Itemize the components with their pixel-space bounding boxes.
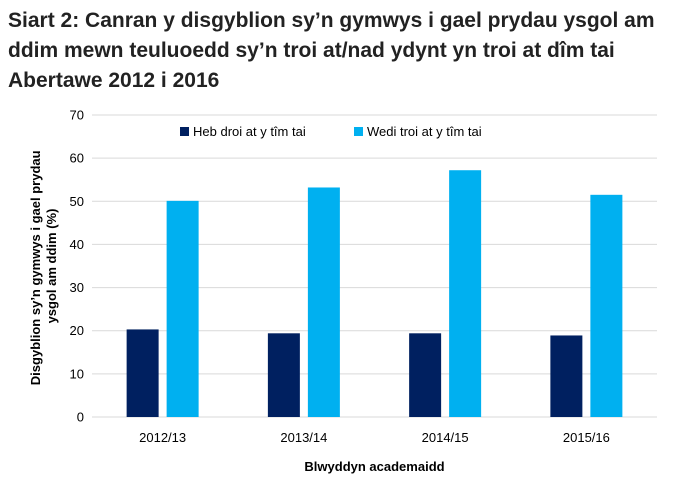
y-axis-ticks: 0 10 20 30 40 50 60 70 [70,108,84,425]
x-axis-ticks: 2012/13 2013/14 2014/15 2015/16 [139,430,610,445]
y-tick-label-10: 10 [70,366,84,381]
legend-label-wedi-troi: Wedi troi at y tîm tai [367,124,482,139]
y-axis-title-line-2: ysgol am ddim (%) [44,209,59,324]
bar-heb-droi-2014-15 [409,333,442,417]
y-tick-label-40: 40 [70,237,84,252]
x-tick-label-2014-15: 2014/15 [422,430,469,445]
y-tick-label-0: 0 [77,410,84,425]
legend: Heb droi at y tîm tai Wedi troi at y tîm … [180,124,482,139]
y-tick-label-60: 60 [70,151,84,166]
bar-wedi-troi-2015-16 [590,194,623,417]
legend-swatch-heb-droi [180,127,189,136]
y-axis-title-line-1: Disgyblion sy’n gymwys i gael prydau [28,150,43,385]
bar-wedi-troi-2014-15 [449,170,482,417]
y-tick-label-20: 20 [70,323,84,338]
y-tick-label-50: 50 [70,194,84,209]
x-tick-label-2013-14: 2013/14 [280,430,327,445]
x-tick-label-2015-16: 2015/16 [563,430,610,445]
bar-heb-droi-2013-14 [267,333,300,417]
bars [126,170,623,417]
bar-heb-droi-2015-16 [550,335,583,417]
legend-label-heb-droi: Heb droi at y tîm tai [193,124,306,139]
y-tick-label-70: 70 [70,108,84,123]
chart-title: Siart 2: Canran y disgyblion sy’n gymwys… [8,9,655,92]
x-axis-title: Blwyddyn academaidd [304,459,444,474]
bar-heb-droi-2012-13 [126,329,159,417]
bar-wedi-troi-2013-14 [307,187,340,417]
bar-wedi-troi-2012-13 [166,200,199,417]
y-axis-title: Disgyblion sy’n gymwys i gael prydau ysg… [28,147,59,385]
x-tick-label-2012-13: 2012/13 [139,430,186,445]
y-tick-label-30: 30 [70,280,84,295]
legend-swatch-wedi-troi [354,127,363,136]
